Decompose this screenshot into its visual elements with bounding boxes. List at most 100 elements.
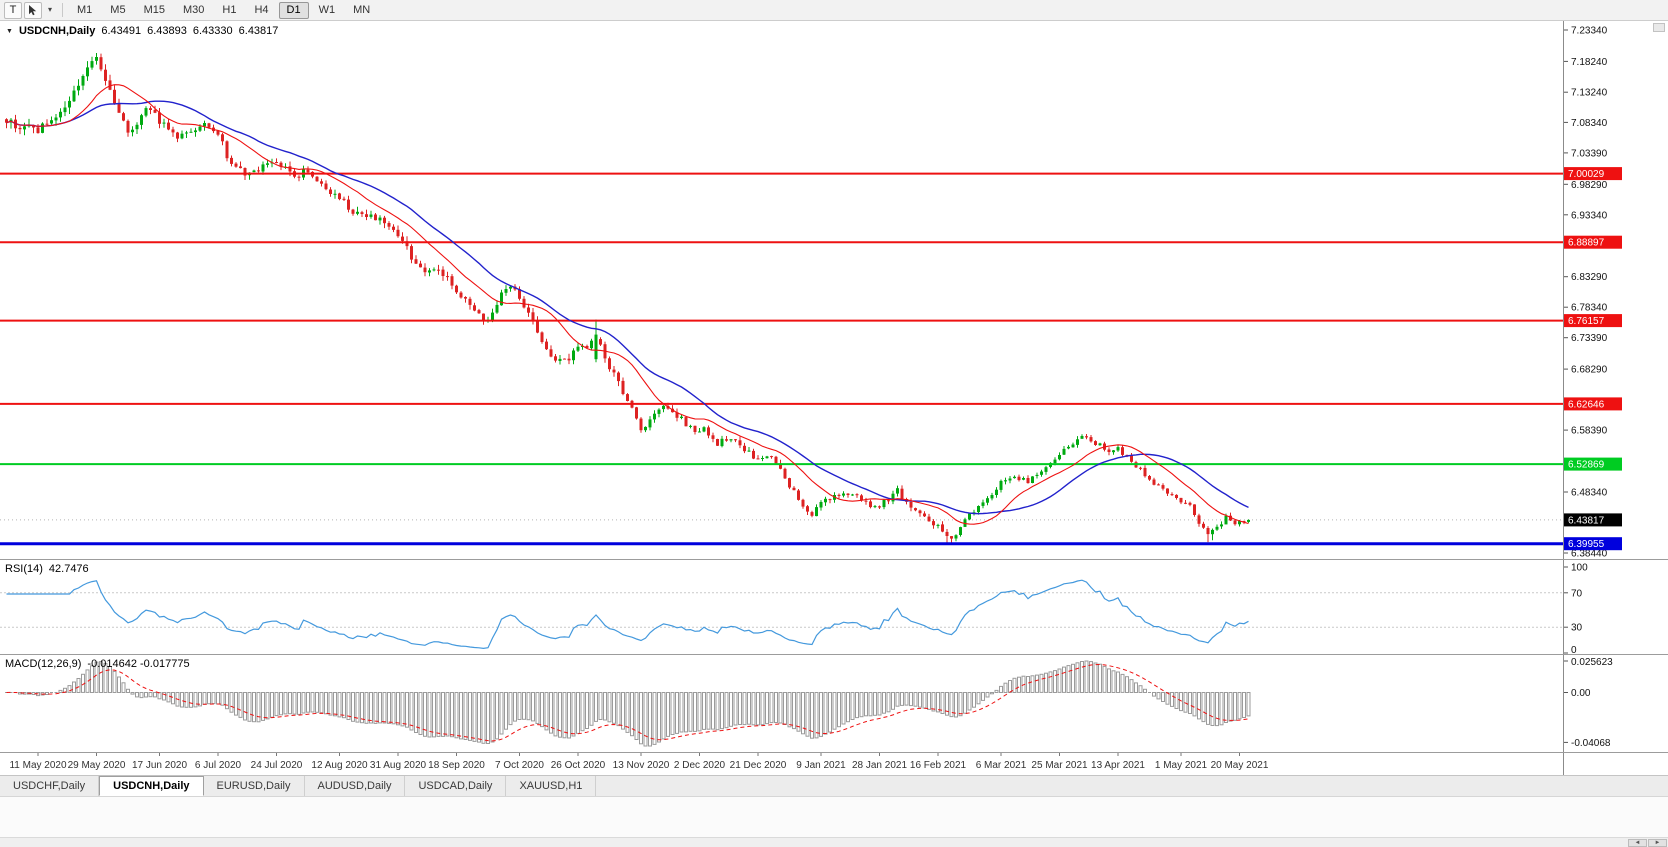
chart-title: ▼ USDCNH,Daily 6.43491 6.43893 6.43330 6…	[6, 25, 278, 37]
timeframe-button-M1[interactable]: M1	[69, 2, 100, 19]
ohlc-open: 6.43491	[101, 25, 142, 37]
svg-text:24 Jul 2020: 24 Jul 2020	[251, 760, 303, 771]
svg-text:25 Mar 2021: 25 Mar 2021	[1031, 760, 1088, 771]
rsi-chart[interactable]: 100 70 30 0	[0, 560, 1668, 655]
svg-text:0: 0	[1571, 645, 1577, 655]
svg-text:2 Dec 2020: 2 Dec 2020	[674, 760, 726, 771]
price-tag-6.39955: 6.39955	[1564, 537, 1622, 551]
svg-text:26 Oct 2020: 26 Oct 2020	[551, 760, 606, 771]
ohlc-close: 6.43817	[238, 25, 279, 37]
price-tag-6.52869: 6.52869	[1564, 457, 1622, 471]
candlestick-series	[5, 53, 1250, 544]
chart-tab-audusd-daily[interactable]: AUDUSD,Daily	[304, 776, 406, 796]
svg-text:-0.04068: -0.04068	[1571, 738, 1611, 749]
svg-text:30: 30	[1571, 623, 1583, 634]
collapse-panel-icon[interactable]: ▼	[6, 27, 13, 35]
svg-text:13 Nov 2020: 13 Nov 2020	[613, 760, 670, 771]
cursor-tool-button[interactable]	[24, 1, 42, 19]
svg-text:7 Oct 2020: 7 Oct 2020	[495, 760, 544, 771]
bottom-strip	[0, 797, 1668, 837]
toolbar: T ▾ M1 M5 M15 M30 H1 H4 D1 W1 MN	[0, 0, 1668, 21]
rsi-name: RSI(14)	[5, 563, 43, 575]
time-axis: 11 May 2020 29 May 2020 17 Jun 2020 6 Jul 2…	[0, 753, 1668, 776]
price-tag-6.76157: 6.76157	[1564, 314, 1622, 328]
svg-text:6.98290: 6.98290	[1571, 180, 1608, 191]
timeframe-button-H4[interactable]: H4	[246, 2, 276, 19]
price-tag-6.43817: 6.43817	[1564, 513, 1622, 527]
svg-text:6 Jul 2020: 6 Jul 2020	[195, 760, 242, 771]
cursor-icon	[29, 5, 37, 16]
chart-tab-eurusd-daily[interactable]: EURUSD,Daily	[203, 776, 305, 796]
svg-text:6.78340: 6.78340	[1571, 303, 1608, 314]
price-tag-6.88897: 6.88897	[1564, 235, 1622, 249]
svg-text:28 Jan 2021: 28 Jan 2021	[852, 760, 907, 771]
macd-name: MACD(12,26,9)	[5, 658, 82, 670]
svg-text:6.38440: 6.38440	[1571, 549, 1608, 560]
timeframe-button-MN[interactable]: MN	[345, 2, 378, 19]
price-tag-6.62646: 6.62646	[1564, 397, 1622, 411]
svg-text:6.93340: 6.93340	[1571, 210, 1608, 221]
chart-tab-usdchf-daily[interactable]: USDCHF,Daily	[0, 776, 100, 796]
svg-text:16 Feb 2021: 16 Feb 2021	[910, 760, 967, 771]
text-tool-button[interactable]: T	[4, 1, 22, 19]
svg-text:6.39955: 6.39955	[1568, 539, 1605, 550]
svg-text:12 Aug 2020: 12 Aug 2020	[311, 760, 368, 771]
timeframe-group: M1 M5 M15 M30 H1 H4 D1 W1 MN	[68, 1, 379, 19]
svg-text:7.18240: 7.18240	[1571, 57, 1608, 68]
time-axis-scale[interactable]: 11 May 2020 29 May 2020 17 Jun 2020 6 Jul 2…	[0, 753, 1668, 776]
chart-corner-button[interactable]	[1653, 23, 1665, 32]
scroll-left-button[interactable]: ◄	[1628, 839, 1647, 847]
ohlc-high: 6.43893	[147, 25, 187, 37]
chart-tab-bar: USDCHF,Daily USDCNH,Daily EURUSD,Daily AUDU…	[0, 776, 1668, 797]
svg-text:7.03390: 7.03390	[1571, 148, 1608, 159]
svg-text:0.00: 0.00	[1571, 688, 1591, 699]
macd-label: MACD(12,26,9) -0.014642 -0.017775	[5, 658, 190, 670]
svg-text:1 May 2021: 1 May 2021	[1155, 760, 1208, 771]
svg-text:6.52869: 6.52869	[1568, 460, 1605, 471]
timeframe-button-M30[interactable]: M30	[175, 2, 212, 19]
svg-text:6.48340: 6.48340	[1571, 488, 1608, 499]
price-chart[interactable]: 7.23340 7.18240 7.13240 7.08340 7.03390 6.982…	[0, 21, 1668, 560]
main-chart-panel[interactable]: 7.23340 7.18240 7.13240 7.08340 7.03390 6.982…	[0, 21, 1668, 560]
svg-text:17 Jun 2020: 17 Jun 2020	[132, 760, 187, 771]
ohlc-low: 6.43330	[192, 25, 233, 37]
timeframe-button-H1[interactable]: H1	[214, 2, 244, 19]
symbol-period-label: USDCNH,Daily	[18, 25, 96, 37]
macd-chart[interactable]: 0.025623 0.00 -0.04068	[0, 655, 1668, 753]
chart-tab-xauusd-h1[interactable]: XAUUSD,H1	[506, 776, 597, 796]
svg-text:100: 100	[1571, 563, 1588, 574]
svg-text:6.83290: 6.83290	[1571, 272, 1608, 283]
svg-text:20 May 2021: 20 May 2021	[1211, 760, 1269, 771]
timeframe-button-M15[interactable]: M15	[136, 2, 173, 19]
chart-tab-usdcad-daily[interactable]: USDCAD,Daily	[405, 776, 507, 796]
svg-text:29 May 2020: 29 May 2020	[68, 760, 126, 771]
rsi-value: 42.7476	[48, 563, 89, 575]
price-tag-7.00029: 7.00029	[1564, 167, 1622, 181]
svg-text:31 Aug 2020: 31 Aug 2020	[370, 760, 427, 771]
horizontal-scrollbar[interactable]: ◄ ►	[0, 837, 1668, 847]
toolbar-separator	[62, 3, 63, 17]
scroll-right-button[interactable]: ►	[1648, 839, 1667, 847]
svg-text:6.62646: 6.62646	[1568, 399, 1605, 410]
cursor-tool-dropdown-arrow[interactable]: ▾	[44, 2, 56, 19]
svg-text:6 Mar 2021: 6 Mar 2021	[976, 760, 1027, 771]
svg-text:7.00029: 7.00029	[1568, 169, 1605, 180]
svg-text:13 Apr 2021: 13 Apr 2021	[1091, 760, 1145, 771]
svg-text:6.58390: 6.58390	[1571, 426, 1608, 437]
svg-text:9 Jan 2021: 9 Jan 2021	[796, 760, 846, 771]
svg-text:6.73390: 6.73390	[1571, 333, 1608, 344]
svg-text:0.025623: 0.025623	[1571, 657, 1613, 668]
svg-text:21 Dec 2020: 21 Dec 2020	[730, 760, 787, 771]
rsi-indicator-panel[interactable]: 100 70 30 0 RSI(14) 42.7476	[0, 560, 1668, 655]
rsi-label: RSI(14) 42.7476	[5, 563, 89, 575]
timeframe-button-W1[interactable]: W1	[311, 2, 344, 19]
timeframe-button-D1[interactable]: D1	[278, 1, 309, 19]
timeframe-button-M5[interactable]: M5	[102, 2, 133, 19]
macd-indicator-panel[interactable]: 0.025623 0.00 -0.04068 MACD(12,26,9) -0.01…	[0, 655, 1668, 753]
svg-text:18 Sep 2020: 18 Sep 2020	[428, 760, 485, 771]
svg-text:7.13240: 7.13240	[1571, 88, 1608, 99]
svg-text:6.76157: 6.76157	[1568, 316, 1605, 327]
svg-text:6.43817: 6.43817	[1568, 515, 1605, 526]
chart-tab-usdcnh-daily[interactable]: USDCNH,Daily	[99, 776, 204, 796]
